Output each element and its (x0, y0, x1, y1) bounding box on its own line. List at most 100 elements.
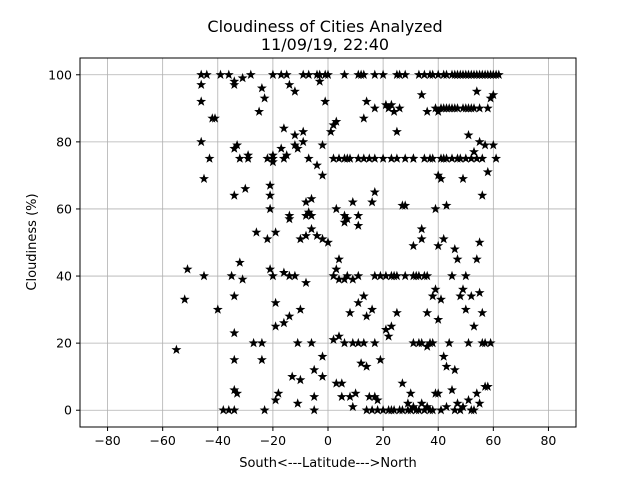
data-point (408, 337, 419, 348)
data-point (441, 401, 452, 412)
data-point (301, 210, 311, 220)
data-point (265, 203, 276, 214)
data-point (339, 210, 350, 220)
data-point (449, 244, 460, 254)
data-point (416, 398, 427, 408)
data-point (312, 230, 322, 241)
data-point (408, 153, 419, 163)
data-point (229, 384, 240, 395)
data-point (471, 388, 482, 398)
data-point (369, 337, 380, 348)
data-point (460, 304, 471, 314)
data-point (345, 307, 355, 318)
data-point (331, 378, 342, 388)
x-tick-label: −80 (94, 433, 120, 448)
data-point (278, 317, 289, 328)
data-point (284, 270, 295, 281)
data-point (287, 371, 298, 381)
data-point (400, 153, 411, 163)
data-point (259, 93, 270, 103)
data-point (179, 294, 190, 304)
data-point (447, 153, 457, 163)
data-point (391, 270, 402, 281)
data-point (276, 69, 287, 80)
data-point (369, 391, 380, 402)
data-point (469, 405, 479, 415)
data-point (378, 405, 389, 415)
data-point (452, 103, 463, 113)
data-point (441, 153, 452, 163)
data-point (380, 99, 391, 110)
data-point (438, 233, 449, 244)
x-tick-label: 20 (375, 433, 391, 448)
data-point (358, 337, 369, 348)
data-point (278, 153, 289, 163)
data-point (270, 227, 281, 237)
data-point (455, 291, 466, 301)
data-point (488, 89, 499, 100)
data-point (394, 103, 405, 113)
data-point (391, 126, 402, 137)
data-point (229, 143, 240, 153)
data-point (281, 69, 292, 80)
data-point (350, 388, 361, 398)
data-point (270, 321, 281, 331)
data-point (267, 156, 278, 167)
data-point (436, 405, 446, 415)
data-point (345, 153, 355, 163)
data-point (262, 233, 273, 244)
data-point (334, 254, 344, 264)
data-point (413, 69, 424, 80)
data-point (325, 126, 336, 137)
data-point (449, 364, 460, 375)
data-point (201, 69, 212, 80)
y-tick-label: 0 (64, 403, 72, 418)
data-point (416, 233, 427, 244)
data-point (353, 337, 364, 348)
data-point (449, 405, 460, 415)
data-point (295, 374, 306, 385)
y-axis-ticks: 0 20 40 60 80 100 (48, 67, 80, 418)
data-point (389, 405, 400, 415)
data-point (441, 361, 452, 371)
data-point (372, 405, 383, 415)
data-point (375, 270, 386, 281)
data-point (358, 291, 369, 301)
data-point (386, 321, 397, 331)
data-point (416, 337, 427, 348)
data-point (369, 69, 380, 80)
data-point (419, 69, 430, 80)
x-tick-label: 80 (540, 433, 556, 448)
x-tick-label: 60 (485, 433, 501, 448)
data-point (458, 401, 468, 412)
data-point (301, 197, 311, 207)
data-point (422, 341, 433, 351)
y-tick-label: 20 (56, 336, 72, 351)
x-tick-label: −40 (205, 433, 231, 448)
data-point (237, 72, 248, 83)
data-point (347, 401, 358, 412)
data-point (204, 153, 215, 163)
data-point (339, 217, 350, 227)
data-point (331, 264, 342, 274)
data-point (433, 170, 444, 180)
data-point (405, 388, 416, 398)
data-point (427, 69, 438, 80)
data-point (416, 89, 427, 100)
data-point (248, 337, 259, 348)
data-point (369, 270, 380, 281)
data-point (358, 153, 369, 163)
data-point (422, 401, 433, 412)
data-point (320, 96, 331, 106)
data-point (256, 337, 267, 348)
data-point (400, 200, 411, 210)
data-point (303, 207, 314, 217)
data-point (416, 223, 427, 234)
data-point (419, 153, 430, 163)
data-point (309, 391, 320, 402)
y-tick-label: 100 (48, 67, 72, 82)
data-point (347, 274, 358, 284)
y-tick-label: 40 (56, 269, 72, 284)
data-point (408, 240, 419, 251)
data-point (474, 103, 485, 113)
